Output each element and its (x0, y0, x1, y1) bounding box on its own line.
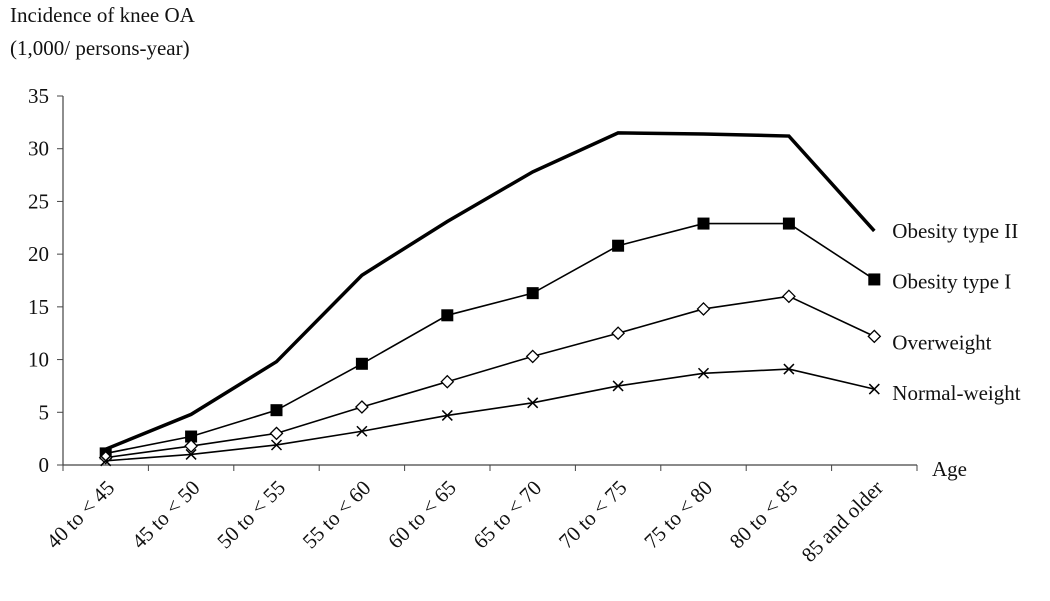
x-axis-title: Age (932, 457, 967, 481)
x-tick-label: 50 to < 55 (212, 476, 290, 554)
series-group (98, 131, 882, 467)
x-tick-label: 45 to < 50 (127, 476, 205, 554)
square-marker (270, 404, 283, 417)
diamond-marker (269, 426, 284, 441)
x-tick-label: 65 to < 70 (468, 476, 546, 554)
series-label: Normal-weight (892, 381, 1020, 405)
series-normal-weight (100, 363, 880, 467)
series-label: Obesity type II (892, 219, 1018, 243)
diamond-marker (696, 302, 711, 316)
y-tick-label: 5 (39, 400, 50, 424)
x-tick-label: 70 to < 75 (554, 476, 632, 554)
x-marker (612, 380, 624, 392)
series-line (105, 131, 876, 451)
diamond-marker (354, 400, 369, 414)
x-tick-label: 60 to < 65 (383, 476, 461, 554)
y-tick-label: 30 (28, 137, 49, 161)
series-line (105, 222, 875, 455)
y-axis-title-line2: (1,000/ persons-year) (10, 36, 190, 60)
y-tick-label: 10 (28, 348, 49, 372)
x-tick-label: 75 to < 80 (639, 476, 717, 554)
y-tick-label: 20 (28, 242, 49, 266)
x-marker (441, 409, 453, 421)
square-marker (526, 287, 539, 300)
x-tick-label: 85 and older (797, 476, 888, 567)
y-tick-label: 25 (28, 189, 49, 213)
x-marker (697, 367, 710, 379)
diamond-marker (611, 326, 626, 341)
x-marker (100, 455, 112, 467)
square-marker (355, 357, 368, 370)
y-tick-label: 0 (39, 453, 50, 477)
y-axis-title-line1: Incidence of knee OA (10, 3, 196, 27)
square-marker (185, 430, 198, 443)
series-line (105, 368, 875, 462)
square-marker (868, 273, 881, 286)
diamond-marker (184, 439, 199, 453)
diamond-marker (440, 374, 455, 389)
series-line (105, 295, 875, 459)
square-marker (612, 239, 625, 252)
x-marker (356, 425, 368, 437)
series-obesity-type-i (99, 217, 881, 460)
series-label: Obesity type I (892, 269, 1011, 293)
diamond-marker (781, 289, 796, 304)
series-overweight (98, 289, 882, 465)
x-tick-label: 55 to < 60 (298, 476, 376, 554)
square-marker (697, 217, 710, 230)
x-axis-ticks: 40 to < 45 45 to < 50 50 to < 55 55 to < 60… (41, 465, 918, 567)
x-marker (185, 448, 197, 460)
x-tick-label: 80 to < 85 (725, 476, 803, 554)
diamond-marker (867, 329, 882, 344)
x-marker (270, 439, 283, 451)
y-tick-label: 15 (28, 295, 49, 319)
y-tick-label: 35 (28, 84, 49, 108)
x-marker (527, 397, 539, 409)
diamond-marker (525, 349, 540, 364)
series-labels: Obesity type II Obesity type I Overweight N… (892, 219, 1020, 405)
square-marker (782, 217, 795, 230)
series-label: Overweight (892, 330, 991, 354)
series-obesity-type-ii (105, 131, 876, 451)
y-axis-ticks: 0 5 10 15 20 25 30 35 (28, 84, 63, 477)
x-tick-label: 40 to < 45 (41, 476, 119, 554)
square-marker (441, 309, 454, 322)
x-marker (868, 383, 880, 395)
x-marker (783, 363, 795, 375)
